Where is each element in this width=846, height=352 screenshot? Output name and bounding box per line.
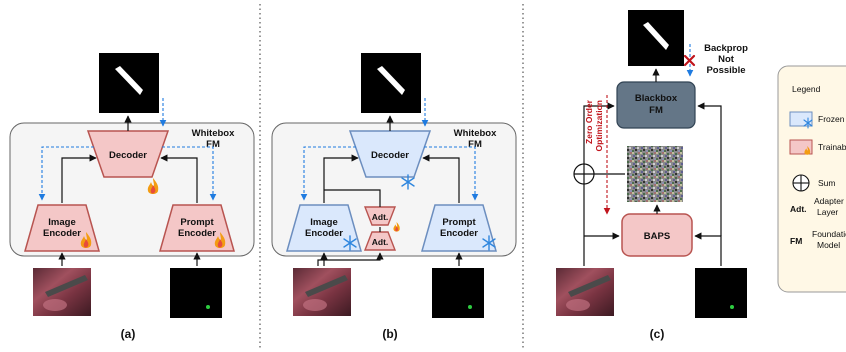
surgical-input-image — [556, 268, 614, 316]
point-prompt-image — [432, 268, 484, 318]
backprop-label: Possible — [706, 65, 745, 76]
legend: Legend Frozen Trainab Sum Adt. Adapter L… — [777, 65, 846, 293]
fire-icon — [80, 232, 92, 248]
prompt-encoder-block — [421, 204, 497, 252]
whitebox-label: FM — [468, 139, 482, 150]
prompt-point — [730, 305, 734, 309]
decoder-label: Decoder — [371, 150, 409, 161]
image-encoder-label: Image — [310, 217, 337, 228]
decoder-label: Decoder — [109, 150, 147, 161]
image-encoder-block — [24, 204, 100, 252]
prompt-encoder-label: Prompt — [180, 217, 214, 228]
legend-trainable-label: Trainab — [818, 142, 846, 152]
point-prompt-image — [170, 268, 222, 318]
prompt-point — [206, 305, 210, 309]
baps-label: BAPS — [644, 231, 670, 242]
perturbed-noise-image — [627, 146, 683, 202]
blackbox-label: FM — [649, 105, 663, 116]
legend-adt-label: Layer — [817, 207, 838, 217]
legend-fm-label: Model — [817, 240, 840, 250]
snowflake-icon — [401, 174, 415, 190]
legend-fm-key: FM — [790, 236, 802, 246]
legend-frozen-label: Frozen — [818, 114, 845, 124]
prompt-point — [468, 305, 472, 309]
image-encoder-label: Encoder — [305, 228, 343, 239]
whitebox-label: Whitebox — [192, 128, 235, 139]
instrument-mask-shape — [115, 66, 143, 95]
cross-icon — [683, 54, 696, 67]
zero-order-label: Zero Order — [584, 99, 594, 144]
caption-b: (b) — [382, 327, 397, 341]
surgical-input-image — [293, 268, 351, 316]
legend-title: Legend — [792, 84, 821, 94]
prompt-encoder-label: Encoder — [440, 228, 478, 239]
backprop-label: Not — [718, 54, 735, 65]
legend-box — [777, 65, 846, 293]
whitebox-label: Whitebox — [454, 128, 497, 139]
legend-fm-label: Foundatio — [812, 229, 846, 239]
legend-sum-label: Sum — [818, 178, 835, 188]
image-encoder-block — [286, 204, 362, 252]
decoder-block — [348, 130, 432, 178]
fire-icon — [804, 146, 811, 155]
zero-order-label: Optimization — [594, 100, 604, 151]
fire-icon — [147, 178, 159, 194]
fire-icon — [393, 222, 400, 232]
legend-adt-label: Adapter — [814, 196, 844, 206]
instrument-mask-shape — [643, 22, 669, 50]
prompt-encoder-block — [159, 204, 235, 252]
adapter-label: Adt. — [372, 237, 389, 247]
prompt-encoder-label: Encoder — [178, 228, 216, 239]
whitebox-label: FM — [206, 139, 220, 150]
instrument-mask-shape — [377, 66, 405, 95]
decoder-block — [86, 130, 170, 178]
caption-c: (c) — [650, 327, 665, 341]
panel-b: Whitebox FM Decoder Image Encoder Prompt… — [271, 53, 517, 341]
adapter-label: Adt. — [372, 212, 389, 222]
panel-c: Blackbox FM BAPS Zero Order Optimization — [556, 10, 748, 341]
snowflake-icon — [343, 235, 357, 251]
image-encoder-label: Image — [48, 217, 75, 228]
adapter-block-top — [363, 206, 397, 226]
prompt-encoder-label: Prompt — [442, 217, 476, 228]
caption-a: (a) — [121, 327, 136, 341]
image-encoder-label: Encoder — [43, 228, 81, 239]
legend-adt-key: Adt. — [790, 204, 807, 214]
snowflake-icon — [482, 235, 496, 251]
blackbox-label: Blackbox — [635, 93, 678, 104]
point-prompt-image — [695, 268, 747, 318]
backprop-label: Backprop — [704, 43, 748, 54]
surgical-input-image — [33, 268, 91, 316]
panel-a: Whitebox FM Decoder Image Encoder Prompt… — [9, 53, 255, 341]
fire-icon — [214, 232, 226, 248]
snowflake-icon — [803, 117, 813, 129]
adapter-block-bottom — [363, 231, 397, 251]
